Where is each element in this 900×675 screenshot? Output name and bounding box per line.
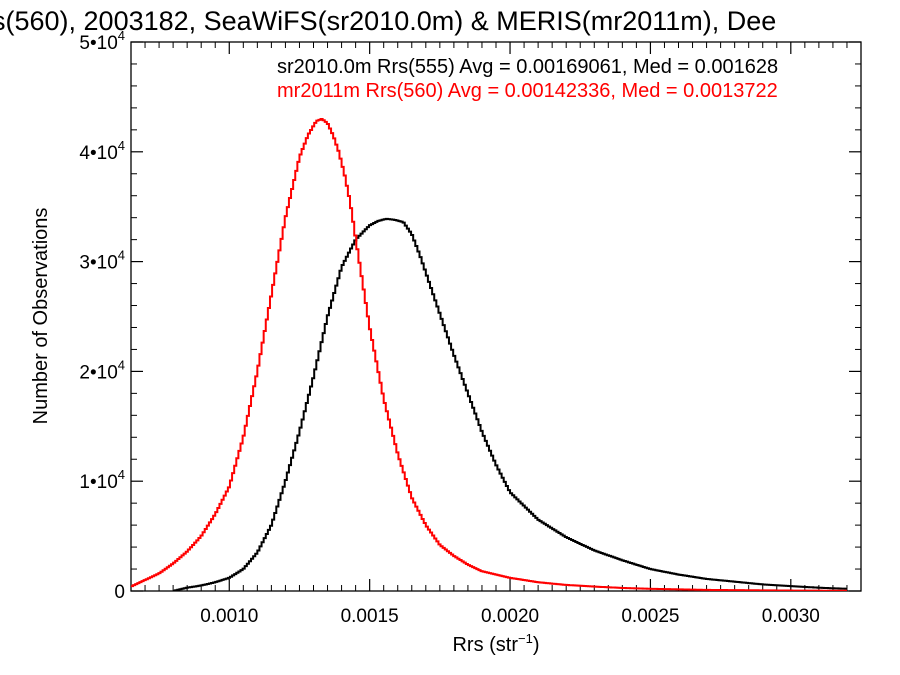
series-line-black — [173, 217, 847, 591]
chart-title: s(560), 2003182, SeaWiFS(sr2010.0m) & ME… — [0, 6, 776, 36]
y-tick-label: 3•104 — [79, 248, 125, 274]
y-tick-label: 4•104 — [79, 138, 125, 164]
x-axis-label-main: Rrs (str — [452, 634, 518, 656]
y-tick-label-exp: 4 — [118, 357, 125, 372]
x-tick-label: 0.0010 — [200, 606, 258, 627]
y-tick-label: 2•104 — [79, 357, 125, 383]
y-tick-label-exp: 4 — [118, 467, 125, 482]
y-tick-label-base: 3•10 — [79, 253, 117, 274]
x-tick-labels: 0.0010 0.0015 0.0020 0.0025 0.0030 — [200, 606, 820, 627]
axis-ticks — [131, 41, 861, 592]
series-line-red — [131, 118, 847, 591]
y-tick-label: 1•104 — [79, 467, 125, 493]
x-axis-label-close: ) — [533, 634, 540, 656]
y-tick-label-exp: 4 — [118, 248, 125, 263]
y-tick-label: 5•104 — [79, 28, 125, 54]
annotation-red: mr2011m Rrs(560) Avg = 0.00142336, Med =… — [277, 80, 778, 102]
y-tick-label-base: 1•10 — [79, 472, 117, 493]
y-tick-label-exp: 4 — [118, 28, 125, 43]
x-tick-label: 0.0030 — [762, 606, 820, 627]
x-tick-label: 0.0025 — [621, 606, 679, 627]
x-axis-label-sup: −1 — [518, 631, 533, 646]
x-tick-label: 0.0015 — [341, 606, 399, 627]
y-tick-label-base: 5•10 — [79, 33, 117, 54]
y-tick-label-base: 4•10 — [79, 143, 117, 164]
plot-frame — [130, 41, 862, 592]
annotation-black: sr2010.0m Rrs(555) Avg = 0.00169061, Med… — [277, 56, 778, 78]
series-group — [131, 118, 847, 591]
x-tick-label: 0.0020 — [481, 606, 539, 627]
y-tick-label: 0 — [114, 582, 125, 603]
y-tick-label-base: 2•10 — [79, 362, 117, 383]
y-axis-label: Number of Observations — [30, 208, 52, 425]
y-tick-label-exp: 4 — [118, 138, 125, 153]
y-tick-label-base: 0 — [114, 582, 125, 603]
x-axis-label: Rrs (str−1) — [452, 631, 539, 656]
